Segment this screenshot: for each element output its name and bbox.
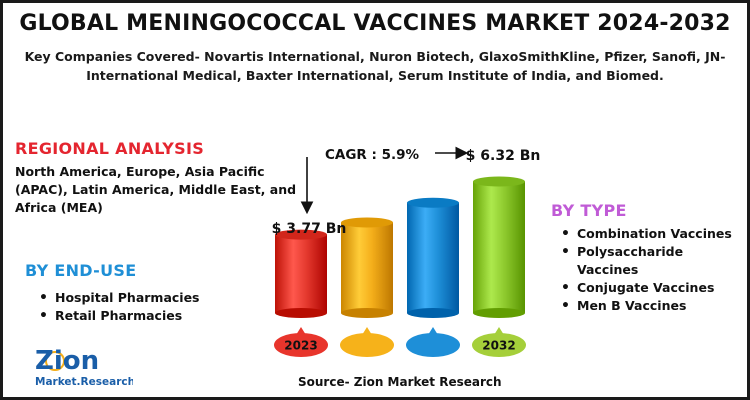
source-note: Source- Zion Market Research <box>298 375 502 389</box>
by-type-list: Combination Vaccines Polysaccharide Vacc… <box>559 225 747 315</box>
bar-cap <box>407 197 459 208</box>
badge-body <box>406 333 460 357</box>
value-label: $ 3.77 Bn <box>272 221 347 237</box>
bar-base <box>275 308 327 318</box>
by-type-item: Polysaccharide Vaccines <box>559 243 717 279</box>
chart-bars <box>275 176 525 318</box>
key-companies-text: Key Companies Covered- Novartis Internat… <box>24 49 726 83</box>
value-labels: $ 3.77 Bn $ 6.32 Bn <box>272 148 541 237</box>
cagr-label: CAGR : 5.9% <box>325 147 420 163</box>
bar-body <box>341 222 393 313</box>
bar-1 <box>341 217 393 318</box>
page-title: GLOBAL MENINGOCOCCAL VACCINES MARKET 202… <box>19 11 731 36</box>
year-badge-2 <box>406 327 460 357</box>
end-use-list: Hospital Pharmacies Retail Pharmacies <box>37 289 200 325</box>
regional-analysis-heading: REGIONAL ANALYSIS <box>15 139 205 158</box>
market-chart: 2023 2032 CAGR : 5.9% $ 3.77 Bn $ 6.32 Bn <box>272 146 541 357</box>
badge-body <box>340 333 394 357</box>
bar-3 <box>473 176 525 318</box>
logo-wordmark: Zion <box>35 346 99 376</box>
bar-base <box>341 308 393 318</box>
by-type-item: Combination Vaccines <box>559 225 747 243</box>
badge-pointer <box>494 327 504 335</box>
badge-pointer <box>296 327 306 335</box>
bar-body <box>407 202 459 313</box>
badge-body <box>472 333 526 357</box>
logo-mark <box>45 351 65 371</box>
year-label: 2023 <box>284 339 317 353</box>
badge-pointer <box>362 327 372 335</box>
bar-base <box>473 308 525 318</box>
by-type-heading: BY TYPE <box>551 201 627 220</box>
bar-body <box>275 234 327 313</box>
bar-cap <box>275 229 327 240</box>
by-type-item: Men B Vaccines <box>559 297 747 315</box>
bar-body <box>473 181 525 313</box>
bar-2 <box>407 197 459 318</box>
value-label: $ 6.32 Bn <box>466 148 541 164</box>
bar-cap <box>341 217 393 228</box>
bar-0 <box>275 229 327 318</box>
regional-analysis-text: North America, Europe, Asia Pacific (APA… <box>15 164 297 215</box>
year-badge-1 <box>340 327 394 357</box>
badge-body <box>274 333 328 357</box>
year-badge-3: 2032 <box>472 327 526 357</box>
bar-cap <box>473 176 525 187</box>
chart-annotations: CAGR : 5.9% <box>300 146 469 215</box>
logo-tagline: Market.Research. <box>35 376 133 388</box>
end-use-item: Hospital Pharmacies <box>37 289 200 307</box>
end-use-heading: BY END-USE <box>25 261 137 280</box>
year-badges: 2023 2032 <box>274 327 526 357</box>
year-label: 2032 <box>482 339 515 353</box>
end-use-item: Retail Pharmacies <box>37 307 200 325</box>
bar-base <box>407 308 459 318</box>
badge-pointer <box>428 327 438 335</box>
zion-logo: Zion Market.Research. <box>35 346 133 388</box>
by-type-item: Conjugate Vaccines <box>559 279 747 297</box>
year-badge-0: 2023 <box>274 327 328 357</box>
